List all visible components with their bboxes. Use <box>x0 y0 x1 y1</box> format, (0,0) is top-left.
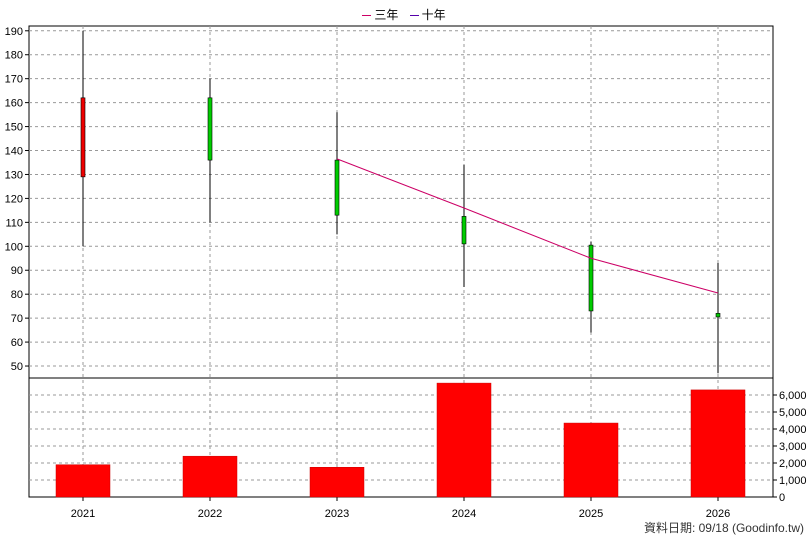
volume-bar <box>690 389 746 498</box>
candle-body <box>461 216 467 245</box>
volume-panel-frame <box>28 377 774 498</box>
volume-bar <box>563 422 619 498</box>
x-tick-label: 2024 <box>452 508 476 520</box>
source-note: 資料日期: 09/18 (Goodinfo.tw) <box>643 521 804 535</box>
price-tick-label: 50 <box>11 361 23 373</box>
legend-item-three-year: 三年 <box>362 6 398 23</box>
price-tick-label: 130 <box>5 169 23 181</box>
price-tick-label: 190 <box>5 26 23 38</box>
x-tick-label: 2026 <box>706 508 730 520</box>
volume-tick-label: 4,000 <box>779 424 807 436</box>
legend-swatch-three-year <box>362 15 372 17</box>
candle-body <box>334 159 340 216</box>
volume-tick-label: 0 <box>779 492 785 504</box>
volume-tick-label: 3,000 <box>779 441 807 453</box>
candle-body <box>207 97 213 161</box>
x-tick-label: 2023 <box>325 508 349 520</box>
price-tick-label: 140 <box>5 146 23 158</box>
x-tick-label: 2022 <box>198 508 222 520</box>
volume-bar <box>55 464 111 498</box>
volume-bar <box>436 382 492 498</box>
price-tick-label: 80 <box>11 289 23 301</box>
volume-tick-label: 6,000 <box>779 390 807 402</box>
price-tick-label: 170 <box>5 74 23 86</box>
candle-body <box>80 97 86 178</box>
candle-body <box>588 244 594 312</box>
price-tick-label: 110 <box>5 217 23 229</box>
x-tick-label: 2021 <box>71 508 95 520</box>
legend-label-ten-year: 十年 <box>421 8 446 22</box>
price-tick-label: 90 <box>11 265 23 277</box>
volume-tick-label: 2,000 <box>779 458 807 470</box>
volume-tick-label: 1,000 <box>779 475 807 487</box>
candle-body <box>715 313 721 318</box>
legend-label-three-year: 三年 <box>374 8 399 22</box>
volume-bar <box>182 455 238 498</box>
price-tick-label: 120 <box>5 193 23 205</box>
price-tick-label: 160 <box>5 98 23 110</box>
price-tick-label: 60 <box>11 337 23 349</box>
volume-tick-label: 5,000 <box>779 407 807 419</box>
volume-bar <box>309 467 365 498</box>
chart-legend: 三年 十年 <box>0 6 808 23</box>
legend-swatch-ten-year <box>409 15 419 17</box>
x-tick-label: 2025 <box>579 508 603 520</box>
price-tick-label: 100 <box>5 241 23 253</box>
price-tick-label: 150 <box>5 122 23 134</box>
price-tick-label: 180 <box>5 50 23 62</box>
price-tick-label: 70 <box>11 313 23 325</box>
three-year-line <box>336 158 719 294</box>
legend-item-ten-year: 十年 <box>409 6 446 23</box>
